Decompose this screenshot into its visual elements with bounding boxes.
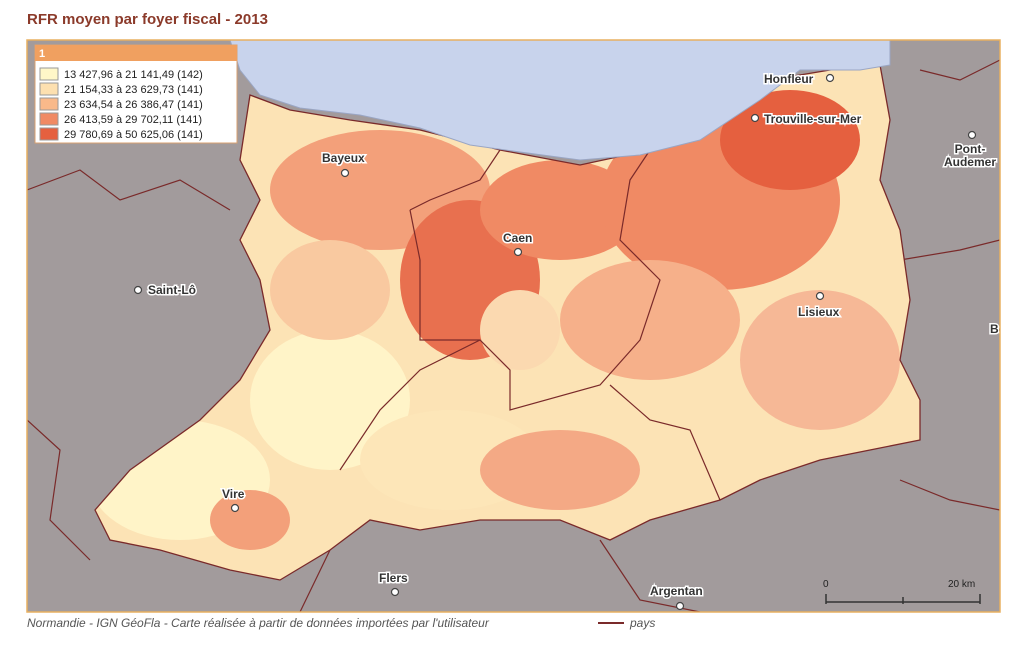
city-label: Lisieux — [798, 305, 840, 319]
city-label: Bayeux — [322, 151, 365, 165]
legend-header — [35, 45, 237, 61]
department-outline — [94, 64, 921, 581]
legend-swatch — [39, 112, 59, 126]
city-label: Caen — [503, 231, 532, 245]
city-label: Pont-Audemer — [944, 142, 996, 169]
legend-entry: 21 154,33 à 23 629,73 (141) — [64, 84, 203, 96]
label-line: Pont- — [955, 142, 986, 156]
city-label: Flers — [379, 571, 408, 585]
legend-entry: 13 427,96 à 21 141,49 (142) — [64, 69, 203, 81]
scale-label: 20 km — [948, 579, 975, 590]
city-label: Trouville-sur-Mer — [764, 112, 862, 126]
label-line: Audemer — [944, 155, 996, 169]
city-label: Saint-Lô — [148, 283, 196, 297]
city-label: Honfleur — [764, 72, 814, 86]
city-markers — [133, 73, 977, 611]
legend-swatch — [39, 82, 59, 96]
legend: 1 13 427,96 à 21 141,49 (142) 21 154,33 … — [34, 44, 238, 144]
city-label: Be — [990, 322, 1006, 336]
district-boundaries — [339, 149, 721, 501]
legend-entry: 26 413,59 à 29 702,11 (141) — [64, 114, 202, 126]
legend-title: 1 — [39, 48, 45, 60]
footer-boundary: pays — [629, 616, 655, 630]
legend-swatch — [39, 67, 59, 81]
legend-swatch — [39, 97, 59, 111]
legend-box — [34, 44, 238, 144]
legend-swatch — [39, 127, 59, 141]
map: Honfleur Trouville-sur-Mer Pont-Audemer … — [27, 40, 1006, 612]
sea — [229, 40, 891, 161]
footer-source: Normandie - IGN GéoFla - Carte réalisée … — [27, 616, 490, 630]
map-title: RFR moyen par foyer fiscal - 2013 — [27, 11, 268, 28]
city-label: Vire — [222, 487, 245, 501]
scale-bar — [825, 594, 981, 604]
scale-label: 0 — [823, 579, 829, 590]
legend-entry: 29 780,69 à 50 625,06 (141) — [64, 129, 203, 141]
map-frame — [26, 39, 1001, 613]
city-label: Argentan — [650, 584, 703, 598]
legend-entry: 23 634,54 à 26 386,47 (141) — [64, 99, 203, 111]
